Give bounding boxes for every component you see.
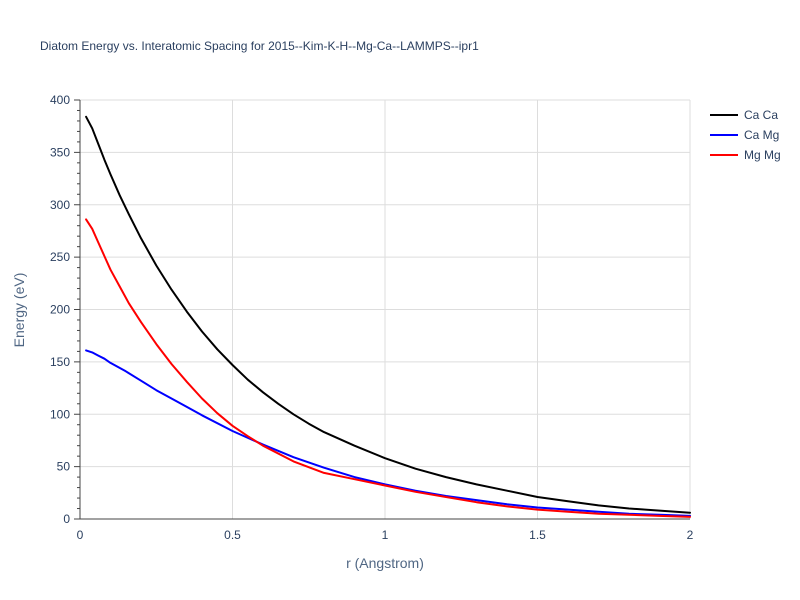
y-tick-label: 200 [50, 303, 70, 317]
legend-label-ca-ca[interactable]: Ca Ca [744, 108, 778, 122]
x-tick-label: 1.5 [529, 528, 546, 542]
y-tick-label: 150 [50, 355, 70, 369]
x-axis-title: r (Angstrom) [346, 555, 424, 571]
legend-label-ca-mg[interactable]: Ca Mg [744, 128, 779, 142]
series-line-mg-mg [85, 218, 691, 518]
x-tick-label: 2 [687, 528, 694, 542]
y-tick-label: 250 [50, 250, 70, 264]
plot-area [85, 115, 691, 518]
series-line-ca-mg [85, 349, 691, 517]
y-tick-label: 100 [50, 407, 70, 421]
axes: 0 0.5 1 1.5 2 0 50 100 150 200 250 300 350 400 [50, 93, 694, 542]
y-tick-label: 50 [57, 460, 71, 474]
legend-label-mg-mg[interactable]: Mg Mg [744, 148, 781, 162]
y-tick-label: 400 [50, 93, 70, 107]
y-axis-title: Energy (eV) [11, 273, 27, 348]
y-tick-label: 300 [50, 198, 70, 212]
grid [80, 99, 691, 519]
chart-title: Diatom Energy vs. Interatomic Spacing fo… [40, 39, 479, 53]
x-tick-label: 0.5 [224, 528, 241, 542]
series-line-ca-ca [85, 115, 691, 514]
legend: Ca Ca Ca Mg Mg Mg [710, 108, 781, 162]
x-tick-label: 1 [382, 528, 389, 542]
y-tick-label: 350 [50, 145, 70, 159]
y-tick-label: 0 [63, 512, 70, 526]
x-tick-label: 0 [77, 528, 84, 542]
